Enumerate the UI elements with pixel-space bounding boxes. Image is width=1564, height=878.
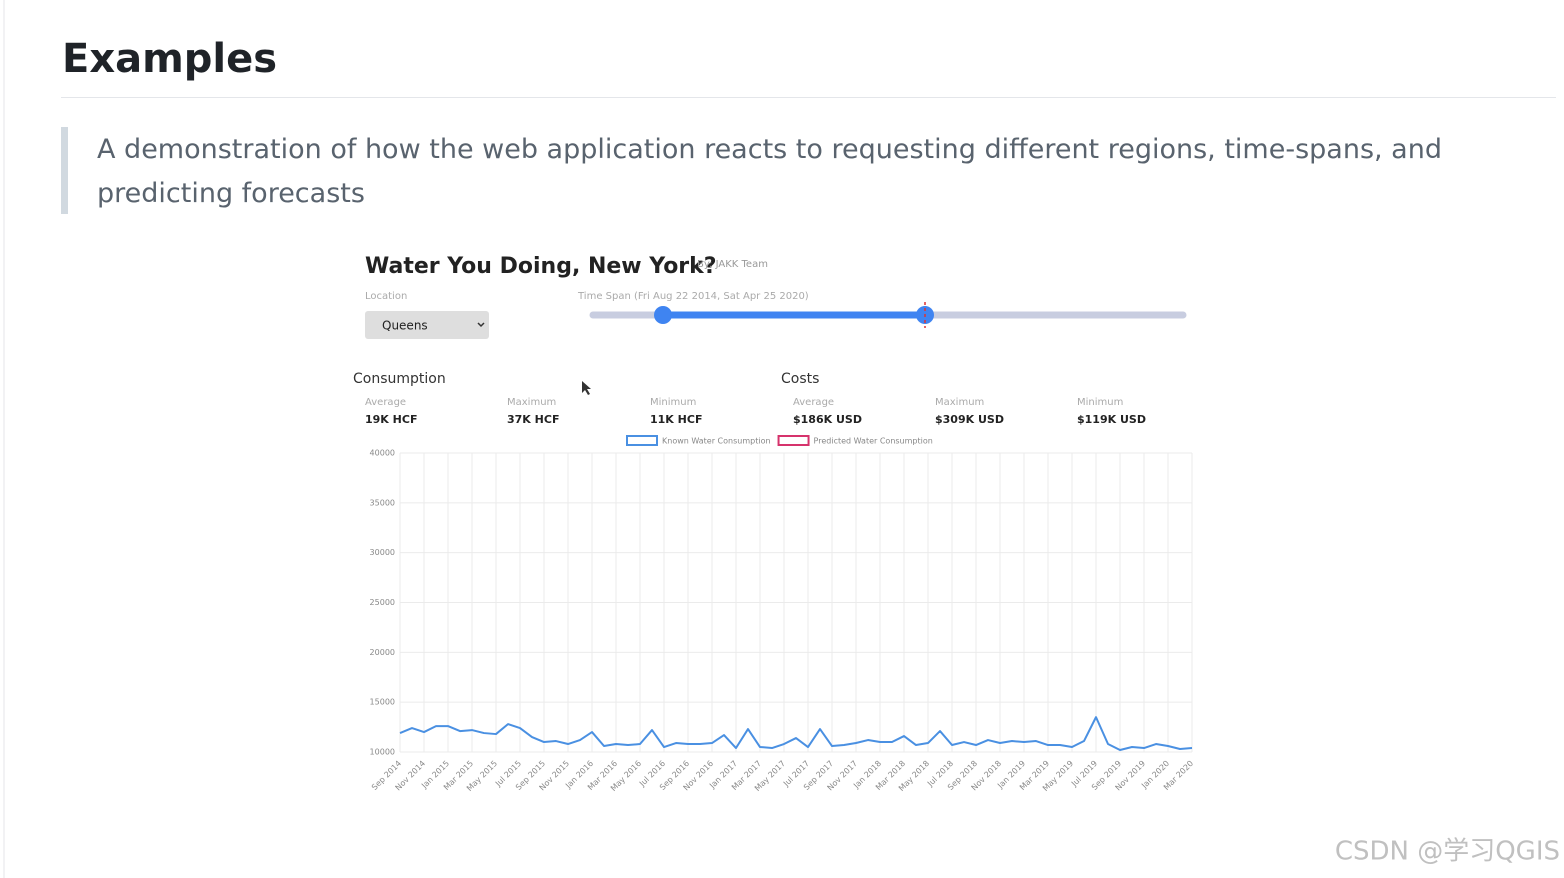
stat-label: Average — [365, 397, 406, 408]
location-value: Queens — [382, 319, 428, 333]
app-title: Water You Doing, New York? — [365, 254, 717, 279]
y-tick-label: 35000 — [370, 498, 395, 507]
y-tick-label: 10000 — [370, 748, 395, 757]
cursor — [582, 381, 591, 395]
blockquote: A demonstration of how the web applicati… — [97, 134, 1442, 209]
legend-label: Predicted Water Consumption — [814, 437, 933, 446]
select-arrow — [477, 322, 485, 328]
byline: By: JAKK Team — [697, 259, 768, 270]
legend-swatch — [777, 435, 810, 446]
costs-heading: Costs — [781, 371, 819, 387]
location-label: Location — [365, 291, 407, 302]
stat-label: Average — [793, 397, 834, 408]
stat-value: 37K HCF — [507, 413, 559, 426]
heading: Examples — [62, 36, 277, 82]
stat-value: $119K USD — [1077, 413, 1146, 426]
line — [399, 716, 1193, 752]
stat-label: Minimum — [1077, 397, 1123, 408]
y-tick-label: 25000 — [370, 598, 395, 607]
legend-swatch — [626, 435, 658, 446]
stat-label: Maximum — [935, 397, 984, 408]
time-span-label: Time Span (Fri Aug 22 2014, Sat Apr 25 2… — [577, 291, 809, 302]
slider-handle-start[interactable] — [654, 306, 672, 324]
y-tick-label: 30000 — [370, 548, 395, 557]
stat-label: Minimum — [650, 397, 696, 408]
y-tick-label: 40000 — [370, 449, 395, 458]
location-select[interactable] — [365, 311, 489, 339]
stat-label: Maximum — [507, 397, 556, 408]
watermark: CSDN @学习QGIS — [1335, 837, 1560, 867]
stat-value: 19K HCF — [365, 413, 417, 426]
stat-value: 11K HCF — [650, 413, 702, 426]
consumption-heading: Consumption — [353, 371, 446, 387]
legend-label: Known Water Consumption — [662, 437, 771, 446]
blockquote-bar — [61, 127, 68, 214]
blockquote-text: A demonstration of how the web applicati… — [97, 134, 1442, 209]
y-tick-label: 20000 — [370, 648, 395, 657]
stat-value: $186K USD — [793, 413, 862, 426]
y-tick-label: 15000 — [370, 698, 395, 707]
stat-value: $309K USD — [935, 413, 1004, 426]
